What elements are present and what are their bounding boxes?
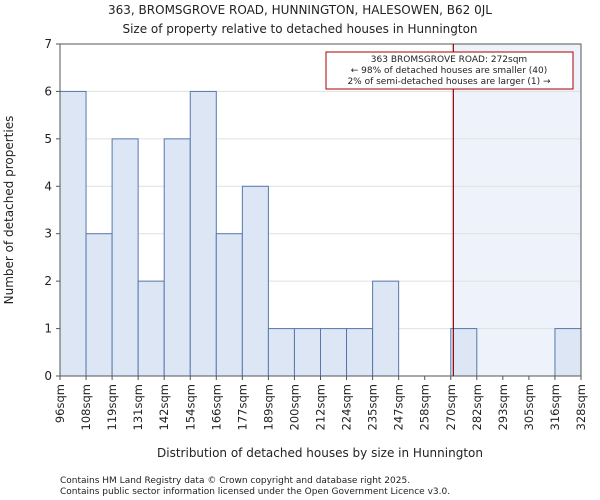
bar-142sqm: [163, 138, 191, 377]
annotation-line2: ← 98% of detached houses are smaller (40…: [351, 66, 548, 76]
x-tick-label: 177sqm: [235, 384, 249, 430]
x-tick-label: 96sqm: [53, 384, 67, 423]
footer-line2: Contains public sector information licen…: [60, 487, 450, 497]
x-tick-label: 189sqm: [261, 384, 275, 430]
x-tick-label: 282sqm: [470, 384, 484, 430]
chart-title-line2: Size of property relative to detached ho…: [122, 22, 477, 36]
x-tick-label: 293sqm: [496, 384, 510, 430]
bar-200sqm: [293, 328, 322, 377]
y-tick-label: 1: [44, 322, 52, 336]
bar-119sqm: [111, 138, 139, 377]
x-tick-label: 166sqm: [209, 384, 223, 430]
x-tick-label: 212sqm: [314, 384, 328, 430]
bar-108sqm: [85, 233, 113, 377]
y-tick-label: 7: [44, 37, 52, 51]
y-tick-label: 3: [44, 227, 52, 241]
bar-189sqm: [267, 328, 295, 377]
annotation-box: 363 BROMSGROVE ROAD: 272sqm ← 98% of det…: [325, 51, 574, 90]
annotation-line1: 363 BROMSGROVE ROAD: 272sqm: [371, 55, 527, 65]
y-tick-label: 4: [44, 179, 52, 193]
x-axis-label: Distribution of detached houses by size …: [157, 446, 483, 460]
bar-316sqm: [554, 328, 582, 377]
x-tick-label: 305sqm: [522, 384, 536, 430]
chart-title-line1: 363, BROMSGROVE ROAD, HUNNINGTON, HALESO…: [108, 3, 492, 17]
x-tick-label: 224sqm: [340, 384, 354, 430]
bar-224sqm: [346, 328, 374, 377]
annotation-line3: 2% of semi-detached houses are larger (1…: [347, 77, 551, 87]
bar-270sqm: [450, 328, 478, 377]
y-tick-label: 2: [44, 274, 52, 288]
bar-235sqm: [372, 280, 400, 377]
bar-96sqm: [59, 90, 87, 377]
x-tick-label: 247sqm: [392, 384, 406, 430]
x-tick-label: 258sqm: [418, 384, 432, 430]
x-tick-label: 328sqm: [574, 384, 588, 430]
x-tick-label: 131sqm: [131, 384, 145, 430]
x-tick-label: 270sqm: [444, 384, 458, 430]
bar-212sqm: [320, 328, 348, 377]
bar-177sqm: [241, 185, 269, 377]
x-tick-label: 235sqm: [366, 384, 380, 430]
x-tick-label: 119sqm: [105, 384, 119, 430]
y-tick-label: 0: [44, 369, 52, 383]
x-tick-label: 108sqm: [79, 384, 93, 430]
bar-154sqm: [189, 90, 217, 377]
footer-line1: Contains HM Land Registry data © Crown c…: [60, 476, 410, 486]
x-tick-label: 154sqm: [183, 384, 197, 430]
y-tick-label: 6: [44, 84, 52, 98]
x-tick-label: 316sqm: [548, 384, 562, 430]
x-tick-label: 200sqm: [287, 384, 301, 430]
x-tick-label: 142sqm: [157, 384, 171, 430]
bar-166sqm: [215, 233, 243, 377]
bar-131sqm: [137, 280, 165, 377]
larger-region-highlight: [450, 44, 581, 376]
y-axis-label: Number of detached properties: [2, 116, 16, 305]
y-tick-label: 5: [44, 132, 52, 146]
